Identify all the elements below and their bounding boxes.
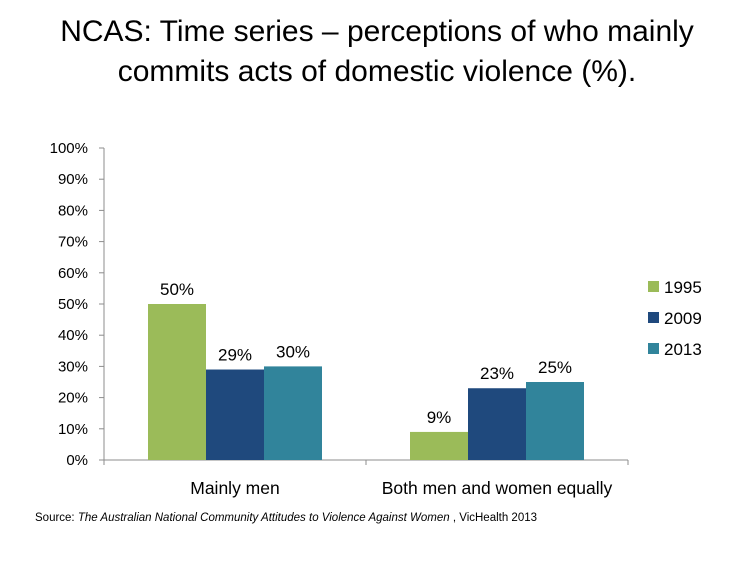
data-label: 9% bbox=[427, 408, 452, 427]
y-tick-label: 10% bbox=[58, 421, 88, 438]
bar-2013-mainly-men bbox=[264, 366, 322, 460]
bar-2009-mainly-men bbox=[206, 369, 264, 460]
y-tick-label: 40% bbox=[58, 327, 88, 344]
y-tick-label: 60% bbox=[58, 265, 88, 282]
data-label: 29% bbox=[218, 346, 252, 365]
legend-label: 1995 bbox=[664, 278, 702, 297]
y-tick-label: 100% bbox=[50, 140, 88, 157]
y-tick-label: 0% bbox=[66, 452, 88, 469]
source-note: Source: The Australian National Communit… bbox=[35, 512, 537, 524]
source-prefix: Source: bbox=[35, 512, 78, 524]
y-tick-label: 50% bbox=[58, 296, 88, 313]
bar-2009-both-equally bbox=[468, 388, 526, 460]
data-label: 25% bbox=[538, 358, 572, 377]
data-label: 50% bbox=[160, 280, 194, 299]
legend-swatch-2013 bbox=[648, 343, 659, 354]
data-label: 30% bbox=[276, 342, 310, 361]
y-tick-label: 70% bbox=[58, 234, 88, 251]
y-tick-label: 90% bbox=[58, 171, 88, 188]
x-category-label: Both men and women equally bbox=[382, 478, 613, 498]
bar-1995-mainly-men bbox=[148, 304, 206, 460]
chart-title-line-1: NCAS: Time series – perceptions of who m… bbox=[60, 15, 694, 48]
legend-swatch-2009 bbox=[648, 312, 659, 323]
x-category-label: Mainly men bbox=[190, 478, 279, 498]
bar-2013-both-equally bbox=[526, 382, 584, 460]
y-tick-label: 20% bbox=[58, 390, 88, 407]
legend-swatch-1995 bbox=[648, 281, 659, 292]
y-tick-label: 30% bbox=[58, 358, 88, 375]
source-publication: The Australian National Community Attitu… bbox=[77, 512, 450, 524]
y-tick-label: 80% bbox=[58, 202, 88, 219]
chart-title: NCAS: Time series – perceptions of who m… bbox=[0, 12, 754, 92]
bar-1995-both-equally bbox=[410, 431, 468, 460]
data-label: 23% bbox=[480, 364, 514, 383]
chart-title-line-2: commits acts of domestic violence (%). bbox=[117, 55, 637, 88]
legend-label: 2009 bbox=[664, 309, 702, 328]
legend-label: 2013 bbox=[664, 340, 702, 359]
source-suffix: , VicHealth 2013 bbox=[449, 512, 538, 524]
